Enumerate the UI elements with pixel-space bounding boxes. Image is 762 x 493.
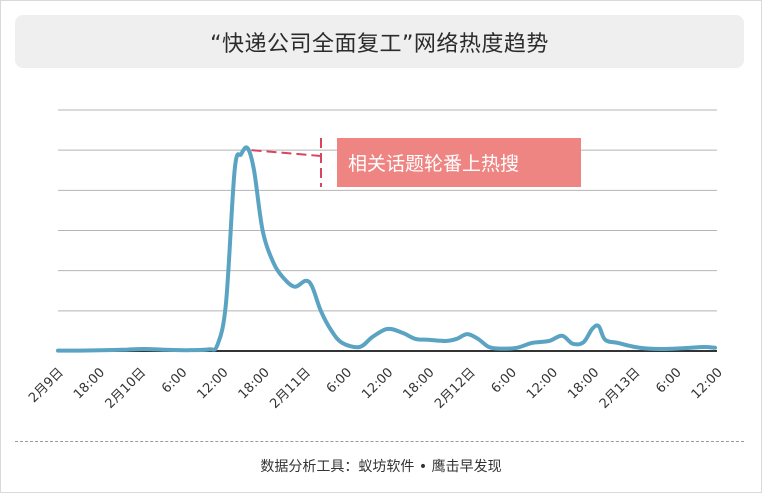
x-tick-label: 12:00 xyxy=(524,365,561,402)
x-tick-label: 2月12日 xyxy=(432,365,479,412)
annotation-leader xyxy=(251,149,322,157)
x-tick-label: 12:00 xyxy=(194,365,231,402)
x-tick-label: 6:00 xyxy=(159,365,190,396)
x-tick-label: 12:00 xyxy=(689,365,726,402)
x-tick-label: 2月10日 xyxy=(103,365,150,412)
footer-divider xyxy=(15,441,744,442)
x-tick-label: 18:00 xyxy=(565,365,602,402)
x-tick-label: 6:00 xyxy=(489,365,520,396)
x-tick-label: 18:00 xyxy=(71,365,108,402)
annotation-box xyxy=(337,138,581,187)
annotation-label: 相关话题轮番上热搜 xyxy=(348,153,519,175)
x-tick-label: 6:00 xyxy=(653,365,684,396)
x-tick-label: 12:00 xyxy=(359,365,396,402)
x-tick-label: 18:00 xyxy=(236,365,273,402)
x-tick-label: 18:00 xyxy=(400,365,437,402)
chart-title: “快递公司全面复工”网络热度趋势 xyxy=(210,31,549,57)
x-tick-label: 2月9日 xyxy=(26,365,67,406)
heat-series-line xyxy=(56,145,717,353)
data-source-note: 数据分析工具：蚁坊软件 • 鹰击早发现 xyxy=(260,459,502,475)
x-tick-label: 6:00 xyxy=(324,365,355,396)
x-tick-label: 2月11日 xyxy=(267,365,314,412)
x-tick-label: 2月13日 xyxy=(597,365,644,412)
title-banner: “快递公司全面复工”网络热度趋势 xyxy=(15,15,744,68)
